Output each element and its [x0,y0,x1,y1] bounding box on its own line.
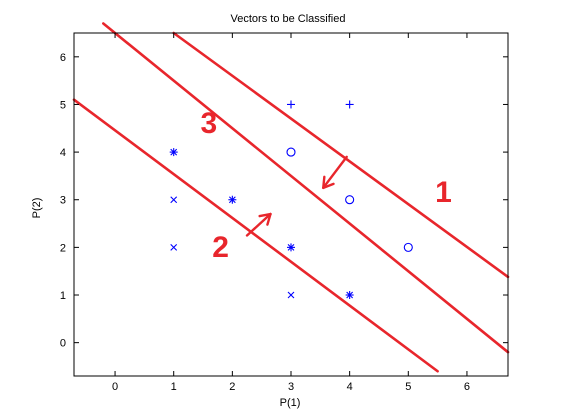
x-tick-label: 4 [347,381,353,393]
plus-marker [346,100,354,108]
x-marker [171,197,177,203]
asterisk-marker [228,196,236,204]
asterisk-marker [170,148,178,156]
x-tick-label: 3 [288,381,294,393]
y-tick-label: 3 [60,195,66,207]
x-tick-label: 0 [112,381,118,393]
x-tick-label: 1 [171,381,177,393]
x-axis-label: P(1) [280,397,301,409]
y-axis-label: P(2) [31,198,43,219]
asterisk-marker [287,243,295,251]
x-axis-ticks: 0 1 2 3 4 5 6 [112,33,470,393]
chart-title: Vectors to be Classified [231,13,346,25]
circle-marker [346,196,354,204]
y-tick-label: 0 [60,338,66,350]
x-tick-label: 5 [405,381,411,393]
y-tick-label: 5 [60,99,66,111]
direction-arrow [247,214,270,235]
plus-marker [287,100,295,108]
y-tick-label: 4 [60,147,66,159]
annotations: 1 2 3 [74,23,508,371]
boundary-line [74,100,438,372]
region-label: 2 [212,231,229,264]
y-tick-label: 1 [60,290,66,302]
direction-arrow [323,157,346,188]
x-tick-label: 6 [464,381,470,393]
circle-marker [404,243,412,251]
x-marker [171,244,177,250]
y-tick-label: 2 [60,242,66,254]
asterisk-marker [346,291,354,299]
y-tick-label: 6 [60,52,66,64]
region-label: 1 [435,176,452,209]
x-tick-label: 2 [229,381,235,393]
x-marker [288,292,294,298]
region-label: 3 [201,107,218,140]
circle-marker [287,148,295,156]
